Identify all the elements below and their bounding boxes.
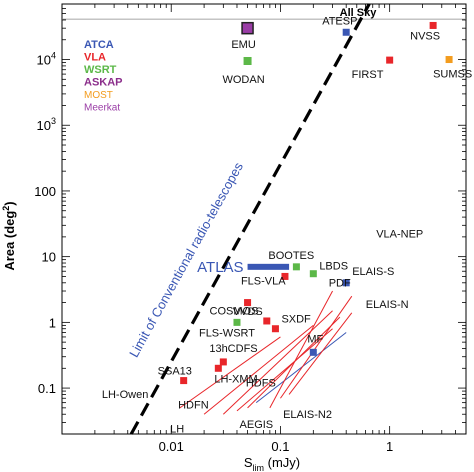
point-label: COSMOS — [210, 306, 259, 318]
y-tick-label: 1 — [49, 315, 56, 330]
point-lh-xmm — [214, 364, 222, 372]
point-label: FLS-VLA — [241, 275, 286, 287]
point-label: MF — [307, 333, 323, 345]
legend-entry: ASKAP — [84, 77, 123, 89]
point-label: EMU — [231, 39, 256, 51]
point-label: PDF — [329, 277, 351, 289]
atlas-label: ATLAS — [197, 259, 243, 276]
y-tick-label: 103 — [37, 116, 56, 133]
point-label: FLS-WSRT — [199, 327, 255, 339]
survey-track — [236, 328, 333, 412]
atlas-bar — [247, 263, 290, 270]
point-sxdf — [271, 325, 279, 333]
point-label: ATESP — [322, 15, 357, 27]
survey-track — [222, 310, 333, 415]
survey-track — [203, 324, 314, 415]
survey-track — [269, 290, 333, 409]
y-tick-label: 100 — [34, 184, 56, 199]
survey-track — [179, 336, 281, 409]
limit-line — [129, 3, 371, 435]
survey-track — [255, 332, 347, 404]
tick-marks — [61, 3, 467, 435]
point-label: VVDS — [233, 306, 263, 318]
point-label: LH-Owen — [102, 389, 148, 401]
point-label: FIRST — [352, 69, 384, 81]
point-lbds — [309, 270, 317, 278]
legend-entry: MOST — [84, 90, 113, 101]
x-tick-label: 1 — [386, 439, 393, 454]
x-axis-title: Slim (mJy) — [244, 455, 300, 472]
axis-labels: 0.01 0.1 1 0.1 1 10 100 103 104 Slim (mJy) Area (d… — [1, 51, 393, 472]
point-label: SXDF — [281, 314, 311, 326]
legend-entry: VLA — [84, 52, 106, 64]
y-tick-label: 104 — [37, 51, 56, 68]
point-bootes — [292, 263, 300, 271]
all-sky-label: All Sky — [340, 7, 378, 19]
point-wodan — [243, 56, 252, 65]
point-label: 13hCDFS — [209, 343, 257, 355]
point-label: ELAIS-S — [352, 266, 394, 278]
data-marks — [180, 21, 453, 385]
x-tick-label: 0.1 — [271, 439, 289, 454]
point-cosmos — [244, 299, 252, 307]
point-label: AEGIS — [240, 419, 274, 431]
point-label: LBDS — [319, 261, 348, 273]
point-label: VLA-NEP — [376, 228, 423, 240]
legend-entry: ATCA — [84, 39, 114, 51]
series-lines — [129, 3, 371, 435]
plot-frame — [61, 3, 467, 435]
point-label: ELAIS-N — [366, 299, 409, 311]
point-label: BOOTES — [268, 250, 314, 262]
point-ssa13 — [180, 377, 188, 385]
point-vvds — [263, 317, 271, 325]
point-label: NVSS — [410, 30, 440, 42]
point-fls-vla — [281, 272, 289, 280]
point-13hcdfs — [219, 358, 227, 366]
x-tick-label: 0.01 — [159, 439, 184, 454]
legend-entry: Meerkat — [84, 103, 120, 114]
point-label: WODAN — [222, 74, 264, 86]
point-nvss — [429, 21, 437, 29]
point-emu — [241, 21, 254, 35]
point-label: SUMSS — [433, 69, 472, 81]
point-label: ELAIS-N2 — [283, 409, 332, 421]
point-label: SSA13 — [158, 366, 192, 378]
point-label: HDFN — [178, 399, 209, 411]
point-mf — [309, 348, 317, 356]
point-label: LH-XMM — [214, 373, 257, 385]
point-atesp — [342, 28, 350, 36]
point-label: HDFS — [246, 378, 276, 390]
point-elais-s — [342, 279, 350, 287]
point-sumss — [445, 56, 453, 64]
survey-track — [280, 295, 353, 399]
y-axis-title: Area (deg2) — [1, 201, 17, 270]
y-tick-label: 10 — [42, 250, 56, 265]
point-first — [386, 56, 394, 64]
y-tick-label: 0.1 — [38, 381, 56, 396]
point-fls-wsrt — [233, 318, 241, 326]
point-label: LH — [170, 423, 184, 435]
legend-entry: WSRT — [84, 64, 117, 76]
survey-track — [288, 312, 353, 395]
